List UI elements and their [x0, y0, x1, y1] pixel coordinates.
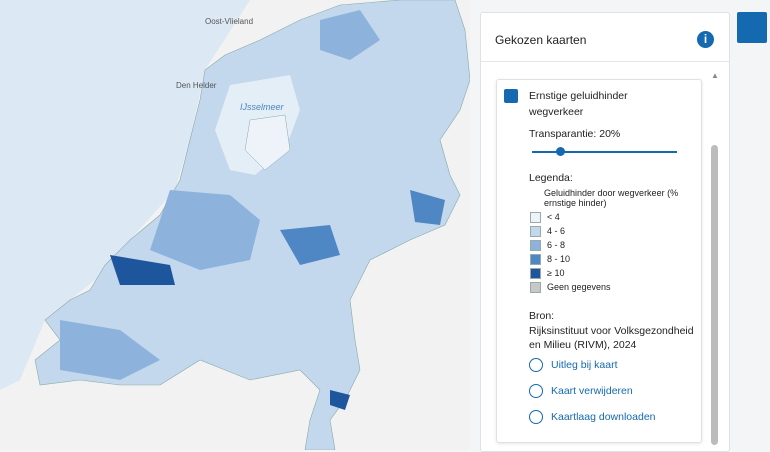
transparency-label: Transparantie: 20%	[529, 128, 621, 140]
place-label: Oost-Vlieland	[205, 17, 253, 26]
legend-title: Legenda:	[529, 172, 573, 184]
map: Oost-Vlieland Den Helder IJsselmeer	[0, 0, 470, 450]
legend-swatch	[530, 239, 541, 251]
icon	[529, 410, 543, 424]
legend-label: Geen gegevens	[547, 282, 611, 292]
legend-swatch	[530, 211, 541, 223]
legend-swatch	[530, 253, 541, 265]
region	[150, 190, 260, 270]
legend-item: 6 - 8	[530, 238, 611, 252]
panel-title: Gekozen kaarten	[495, 33, 587, 47]
separator	[481, 61, 729, 62]
region	[330, 390, 350, 410]
region	[410, 190, 445, 225]
legend-item: ≥ 10	[530, 266, 611, 280]
legend-label: < 4	[547, 212, 560, 222]
action-label[interactable]: Kaartlaag downloaden	[551, 411, 656, 423]
sea	[0, 0, 250, 390]
source: Rijksinstituut voor Volksgezondheid en M…	[529, 325, 694, 351]
region	[280, 225, 340, 265]
icon	[529, 358, 543, 372]
legend-label: ≥ 10	[547, 268, 565, 278]
slider-knob[interactable]	[556, 147, 565, 156]
icon	[529, 384, 543, 398]
source-title: Bron:	[529, 310, 555, 322]
layers-button[interactable]	[737, 12, 767, 43]
legend-label: 6 - 8	[547, 240, 566, 250]
legend-item: < 4	[530, 210, 611, 224]
legend-label: 8 - 10	[547, 254, 571, 264]
action-label[interactable]: Kaart verwijderen	[551, 385, 633, 397]
region	[60, 320, 160, 380]
legend-item: 4 - 6	[530, 224, 611, 238]
region	[244, 114, 291, 171]
layer-checkbox[interactable]	[504, 89, 518, 103]
layer-name: Ernstige geluidhinder wegverkeer	[529, 90, 628, 118]
layers-panel: Gekozen kaarten i Ernstige geluidhinder …	[480, 12, 730, 452]
legend-subtitle: Geluidhinder door wegverkeer (% ernstige…	[544, 188, 679, 208]
layer-card: Ernstige geluidhinder wegverkeer Transpa…	[496, 79, 702, 443]
scrollbar[interactable]	[711, 145, 718, 445]
legend-item: Geen gegevens	[530, 280, 611, 294]
region	[110, 255, 175, 285]
action-label[interactable]: Uitleg bij kaart	[551, 359, 618, 371]
action[interactable]: Uitleg bij kaart	[529, 358, 618, 372]
scroll-up[interactable]: ▲	[711, 71, 719, 80]
place-label: Den Helder	[176, 81, 217, 90]
action[interactable]: Kaartlaag downloaden	[529, 410, 656, 424]
legend: < 4 4 - 6 6 - 8 8 - 10 ≥ 10 Geen gegevens	[530, 210, 611, 294]
legend-item: 8 - 10	[530, 252, 611, 266]
action[interactable]: Kaart verwijderen	[529, 384, 633, 398]
water-label: IJsselmeer	[240, 102, 285, 112]
transparency-slider[interactable]	[532, 147, 677, 156]
legend-label: 4 - 6	[547, 226, 566, 236]
region	[320, 10, 380, 60]
legend-swatch	[530, 267, 541, 279]
legend-swatch	[530, 225, 541, 237]
info-button[interactable]: i	[697, 31, 714, 48]
legend-swatch	[530, 281, 541, 293]
